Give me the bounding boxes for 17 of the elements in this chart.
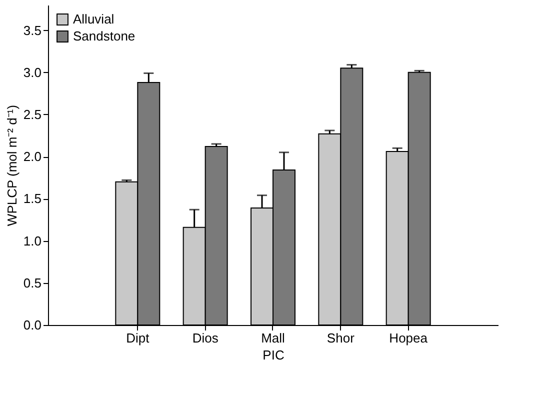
y-tick-label: 2.5: [23, 106, 42, 122]
y-tick-label: 2.0: [23, 149, 42, 164]
y-tick-label: 0.0: [23, 318, 42, 332]
legend-label: Sandstone: [73, 28, 136, 44]
y-tick-label: 3.5: [23, 22, 42, 38]
x-tick-label: Dipt: [126, 330, 150, 346]
y-tick-label: 1.5: [23, 191, 42, 206]
y-tick-label: 0.5: [23, 275, 42, 290]
x-tick-label: Hopea: [389, 330, 428, 346]
x-tick-label: Dios: [192, 330, 219, 346]
x-tick-label: Shor: [326, 330, 356, 346]
x-tick-label: Mall: [261, 330, 286, 346]
legend-label: Alluvial: [73, 12, 114, 26]
y-axis-title: WPLCP (mol m⁻² d⁻¹): [4, 104, 20, 226]
y-tick-label: 3.0: [23, 64, 42, 80]
y-tick-label: 1.0: [23, 233, 42, 248]
x-axis-title: PIC: [262, 348, 284, 362]
